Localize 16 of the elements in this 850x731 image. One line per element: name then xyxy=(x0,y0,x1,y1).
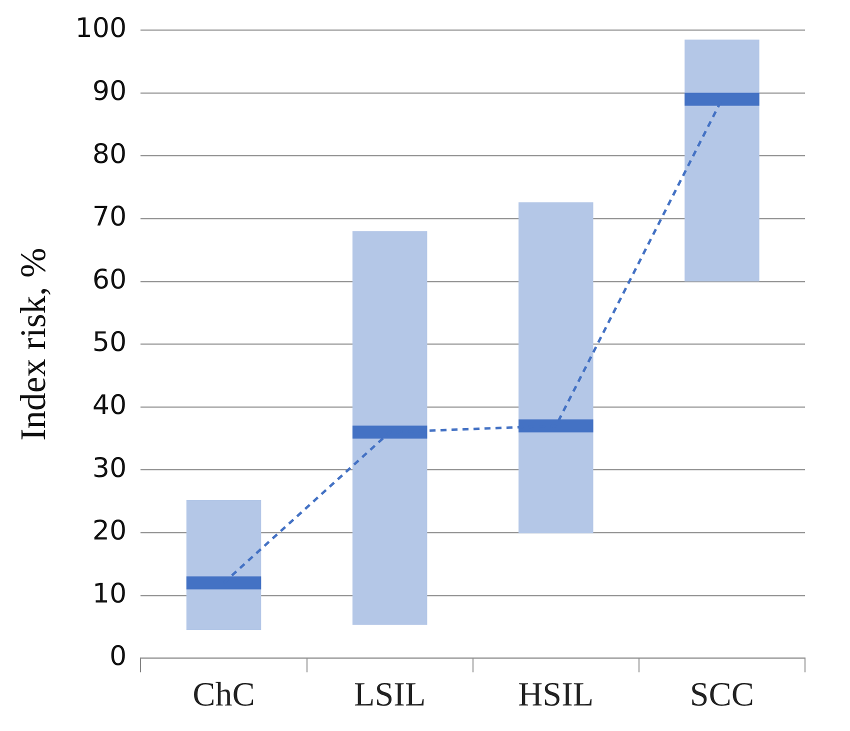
y-tick-label: 100 xyxy=(75,13,127,44)
y-tick-label: 90 xyxy=(92,76,127,108)
y-tick-label: 10 xyxy=(92,578,127,610)
y-tick-label: 0 xyxy=(110,641,127,672)
x-tick-label: HSIL xyxy=(518,676,594,714)
y-tick-label: 20 xyxy=(92,516,127,547)
x-tick-label: SCC xyxy=(690,676,754,714)
y-tick-label: 30 xyxy=(92,452,127,484)
x-tick-label: LSIL xyxy=(354,676,426,714)
y-tick-label: 40 xyxy=(92,390,127,422)
y-tick-label: 70 xyxy=(92,202,127,233)
y-tick-label: 60 xyxy=(92,264,127,296)
y-tick-label: 50 xyxy=(92,327,127,358)
y-axis-title: Index risk, % xyxy=(13,248,54,441)
y-tick-label: 80 xyxy=(92,138,127,170)
x-tick-label: ChC xyxy=(192,676,255,714)
